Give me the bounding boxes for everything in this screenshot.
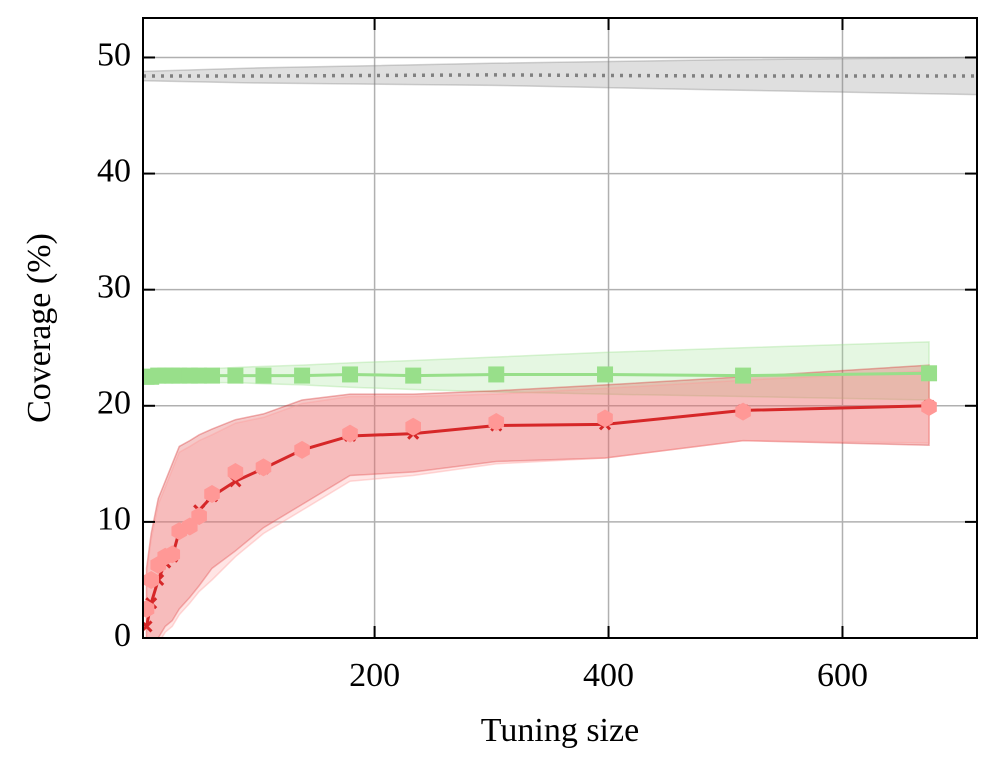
- marker: [255, 367, 272, 384]
- y-axis-label: Coverage (%): [21, 233, 58, 423]
- marker: [227, 462, 244, 481]
- y-tick-label: 20: [97, 385, 131, 422]
- marker: [191, 507, 207, 526]
- marker: [181, 517, 198, 536]
- marker: [735, 367, 752, 384]
- plot-area: [143, 56, 977, 638]
- confidence-band: [145, 370, 930, 638]
- marker: [204, 367, 221, 384]
- series-line: [143, 73, 977, 78]
- y-tick-label: 40: [97, 152, 131, 189]
- marker: [164, 545, 181, 564]
- axes: 0 10 20 30 40 50 200 400 600: [97, 18, 977, 694]
- marker: [921, 365, 938, 382]
- y-tick-label: 10: [97, 501, 131, 538]
- marker: [735, 402, 751, 421]
- marker: [488, 366, 505, 383]
- x-tick-label: 400: [583, 657, 634, 694]
- y-tick-label: 50: [97, 36, 131, 73]
- frame: [142, 17, 978, 639]
- marker: [342, 424, 358, 443]
- marker: [405, 417, 421, 436]
- marker: [294, 440, 310, 459]
- marker: [143, 599, 155, 618]
- x-axis-label: Tuning size: [481, 712, 639, 749]
- marker: [597, 409, 613, 428]
- x-tick-label: 200: [349, 657, 400, 694]
- marker: [255, 458, 272, 477]
- marker: [342, 366, 359, 383]
- marker: [488, 413, 505, 432]
- marker: [921, 397, 937, 416]
- confidence-band: [145, 364, 930, 638]
- marker: [143, 570, 159, 589]
- x-tick-label: 600: [817, 657, 868, 694]
- y-tick-label: 30: [97, 268, 131, 305]
- marker: [227, 367, 244, 384]
- marker: [405, 367, 422, 384]
- y-tick-label: 0: [114, 617, 131, 654]
- grid: [143, 18, 977, 639]
- marker: [204, 485, 220, 504]
- confidence-band: [143, 56, 977, 96]
- marker: [191, 367, 208, 384]
- marker: [597, 366, 614, 383]
- marker: [294, 367, 311, 384]
